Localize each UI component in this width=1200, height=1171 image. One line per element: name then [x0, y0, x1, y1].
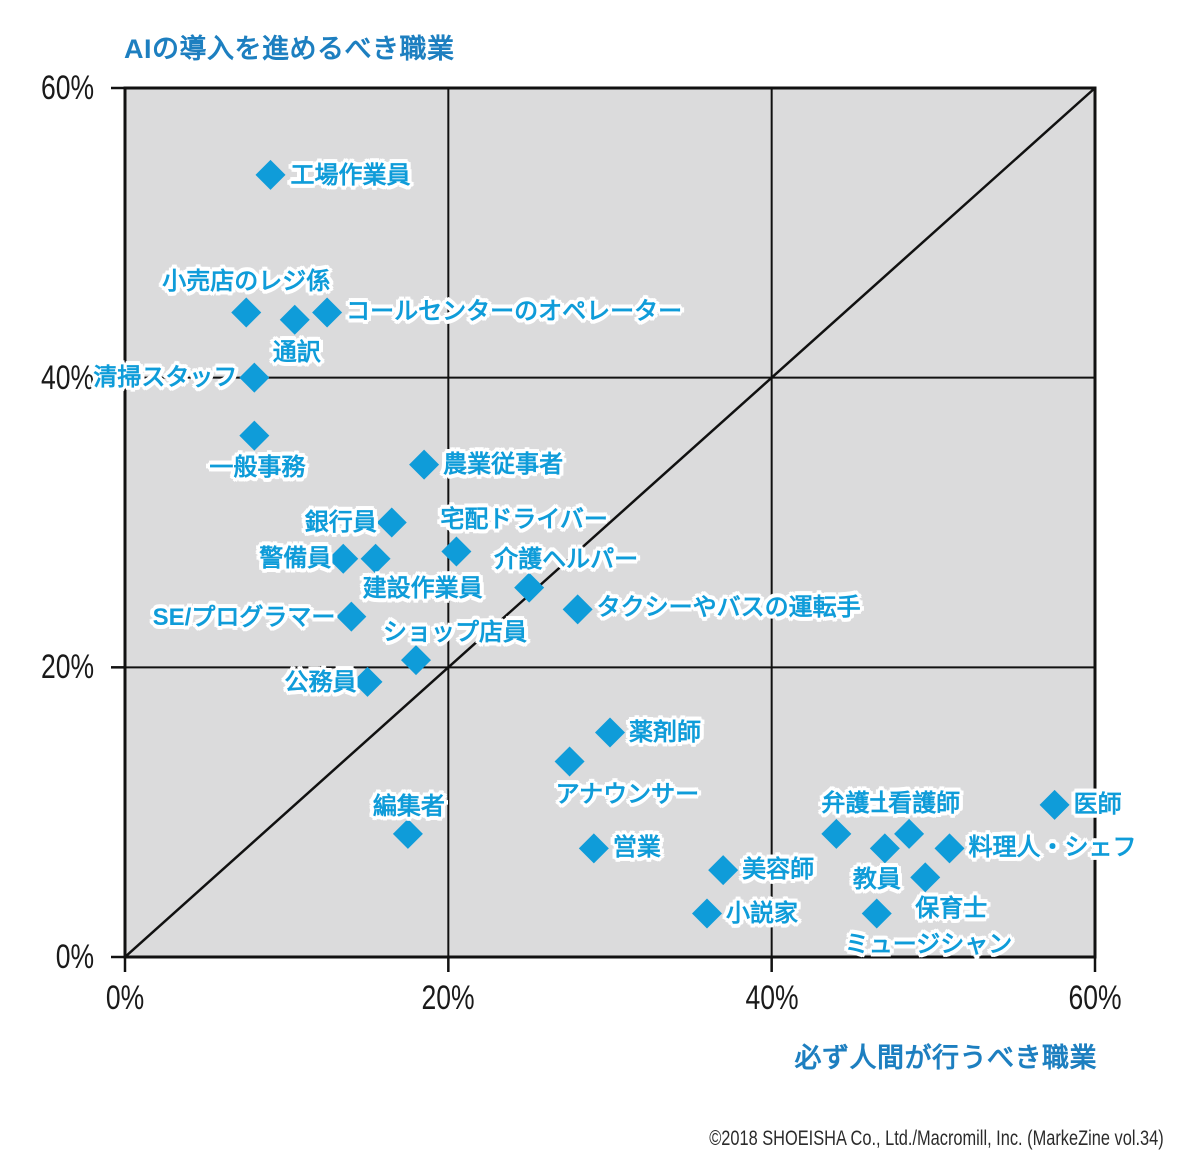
point-label: 教員 [852, 866, 901, 894]
point-label: 一般事務 [209, 453, 306, 481]
y-tick-label-text: 0% [55, 938, 94, 976]
data-point-marker [595, 717, 625, 748]
data-point-marker [312, 297, 343, 328]
copyright-text: ©2018 SHOEISHA Co., Ltd./Macromill, Inc.… [581, 1126, 1164, 1152]
point-label: 薬剤師 [629, 718, 701, 746]
data-point-marker [894, 818, 925, 849]
data-point-marker [392, 818, 423, 849]
data-point-marker [821, 818, 852, 849]
x-tick-label: 20% [414, 980, 482, 1016]
data-point-marker [231, 297, 262, 328]
point-label: 工場作業員 [290, 162, 411, 190]
data-point-marker [708, 855, 739, 886]
data-point-marker [514, 572, 545, 603]
point-label: 小説家 [726, 899, 798, 927]
data-point-marker [554, 746, 585, 777]
y-tick-label: 40% [12, 358, 94, 398]
x-axis-title: 必ず人間が行うべき職業 [794, 1043, 1097, 1073]
point-label: 建設作業員 [362, 574, 483, 602]
data-point-marker [401, 645, 431, 676]
point-label: 農業従事者 [443, 450, 564, 478]
point-label: ショップ店員 [383, 619, 527, 647]
point-label: 介護ヘルパー [494, 545, 639, 573]
copyright-label: ©2018 SHOEISHA Co., Ltd./Macromill, Inc.… [709, 1127, 1164, 1150]
point-label: コールセンターのオペレーター [346, 298, 683, 326]
x-tick-label-text: 60% [1068, 979, 1122, 1017]
data-point-marker [869, 833, 900, 864]
point-label: 小売店のレジ係 [162, 268, 331, 296]
point-label: 公務員 [284, 669, 357, 697]
data-point-marker [352, 666, 383, 697]
data-point-marker [861, 898, 892, 929]
point-label: 編集者 [372, 793, 445, 821]
data-point-marker [692, 898, 722, 929]
y-tick-label: 20% [12, 647, 94, 687]
data-point-marker [279, 304, 310, 335]
data-point-marker [578, 833, 609, 864]
y-tick-label-text: 40% [40, 358, 94, 397]
point-label: タクシーやバスの運転手 [596, 594, 861, 622]
point-label: 看護師 [888, 790, 961, 818]
y-tick-label-text: 60% [40, 69, 94, 107]
x-tick-label: 40% [738, 980, 806, 1016]
data-point-marker [328, 543, 359, 574]
data-point-marker [360, 543, 391, 574]
y-axis-title: AIの導入を進めるべき職業 [124, 34, 455, 64]
y-tick-label: 0% [12, 937, 94, 977]
data-point-marker [376, 507, 407, 538]
data-point-marker [239, 362, 270, 393]
point-label: 美容師 [742, 856, 815, 884]
x-tick-label: 0% [100, 980, 149, 1016]
y-tick-label: 60% [12, 68, 94, 108]
data-point-marker [910, 862, 941, 893]
point-label: 銀行員 [304, 508, 377, 536]
point-label: 清掃スタッフ [93, 363, 238, 391]
data-point-marker [562, 594, 593, 625]
x-tick-label: 60% [1061, 980, 1129, 1016]
point-label: SE/プログラマー [152, 603, 336, 631]
point-label: アナウンサー [555, 781, 700, 809]
data-point-marker [441, 536, 472, 567]
point-label: 料理人・シェフ [968, 834, 1137, 862]
point-label: 通訳 [272, 338, 321, 366]
point-label: 医師 [1073, 791, 1122, 819]
data-point-marker [239, 420, 270, 451]
data-point-marker [336, 601, 367, 632]
data-point-marker [934, 833, 965, 864]
plot-border [123, 86, 1097, 959]
data-point-marker [409, 449, 440, 480]
data-point-marker [255, 159, 286, 190]
point-label: 弁護士 [821, 790, 894, 818]
point-label: ミュージシャン [844, 930, 1013, 958]
point-label: 保育士 [915, 895, 988, 923]
data-point-marker [1039, 789, 1070, 820]
x-tick-label-text: 0% [105, 979, 145, 1017]
y-tick-label-text: 20% [40, 648, 94, 687]
point-label: 宅配ドライバー [440, 506, 608, 534]
diagonal-reference-line [124, 87, 1096, 958]
point-label: 警備員 [259, 544, 332, 572]
x-tick-label-text: 40% [745, 979, 799, 1017]
point-label: 営業 [612, 834, 661, 862]
x-tick-label-text: 20% [421, 979, 475, 1017]
